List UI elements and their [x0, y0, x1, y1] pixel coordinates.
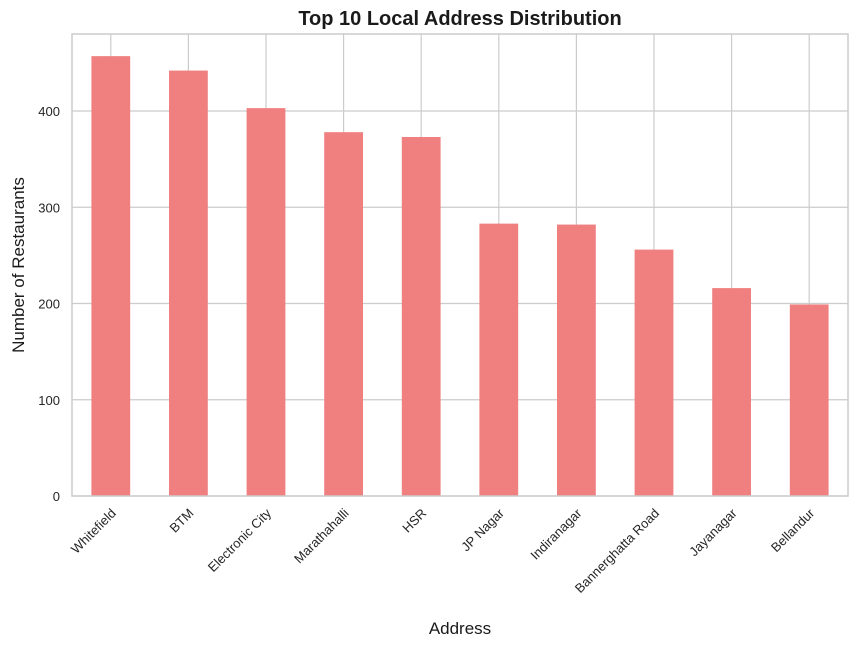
bar-marathahalli	[324, 132, 363, 497]
x-tick-label: Indiranagar	[527, 505, 585, 563]
y-tick-label: 100	[38, 393, 60, 408]
x-axis-label: Address	[429, 619, 491, 638]
x-tick-label: BTM	[167, 506, 197, 536]
plot-frame	[71, 33, 849, 497]
x-tick-label: JP Nagar	[458, 505, 507, 554]
x-tick-labels: Whitefield BTM Electronic City Marathahalli…	[68, 505, 818, 596]
x-tick-label: Electronic City	[205, 505, 275, 575]
bar-hsr	[401, 136, 441, 497]
bar-bannerghatta-road	[634, 249, 674, 496]
x-tick-label: Bannerghatta Road	[572, 506, 662, 596]
y-tick-label: 200	[38, 297, 60, 312]
y-tick-label: 0	[53, 489, 60, 504]
x-tick-label: Jayanagar	[686, 505, 740, 559]
x-tick-label: HSR	[399, 506, 429, 536]
bars	[91, 56, 829, 497]
y-tick-labels: 0 100 200 300 400	[38, 104, 60, 504]
y-axis-label: Number of Restaurants	[9, 177, 28, 353]
bar-electronic-city	[246, 108, 286, 497]
bar-indiranagar	[557, 224, 596, 496]
bar-bellandur	[789, 304, 829, 496]
bar-btm	[169, 70, 208, 496]
x-tick-label: Marathahalli	[291, 505, 352, 566]
x-tick-label: Whitefield	[68, 506, 119, 557]
bar-jp-nagar	[479, 223, 519, 497]
bar-jayanagar	[712, 288, 751, 496]
x-tick-label: Bellandur	[768, 505, 818, 555]
y-tick-label: 400	[38, 104, 60, 119]
bar-whitefield	[91, 56, 131, 496]
chart-title: Top 10 Local Address Distribution	[298, 8, 621, 30]
y-tick-label: 300	[38, 200, 60, 215]
